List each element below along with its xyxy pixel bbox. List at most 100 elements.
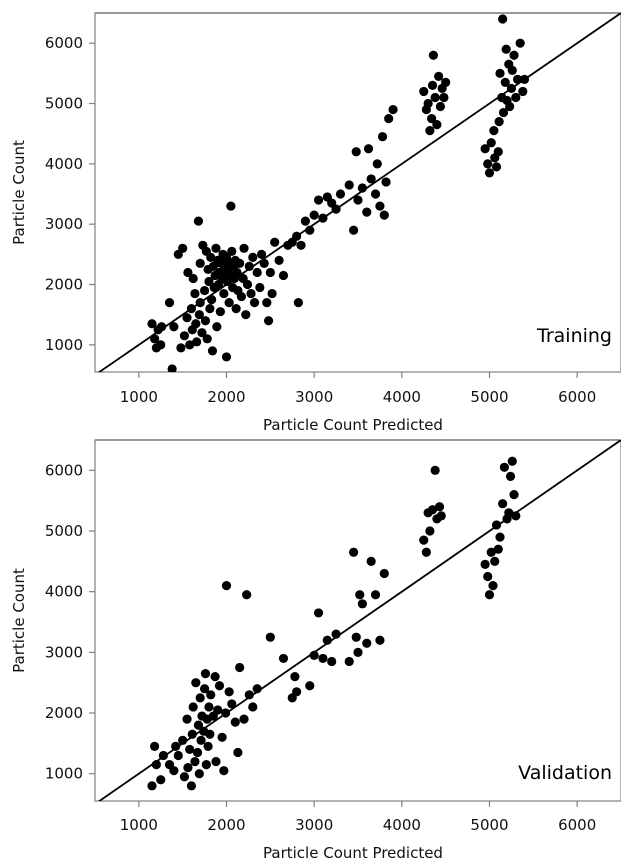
panel-label: Validation: [518, 762, 612, 784]
data-point: [355, 590, 365, 600]
data-point: [252, 267, 262, 278]
data-point: [507, 65, 517, 75]
data-point: [515, 38, 525, 48]
data-point: [235, 258, 245, 268]
data-point: [210, 672, 220, 682]
data-point: [480, 559, 490, 569]
data-point: [518, 86, 528, 97]
x-tick-label: 4000: [383, 388, 421, 406]
data-point: [265, 267, 275, 278]
data-point: [425, 126, 435, 136]
y-tick-label: 2000: [45, 704, 83, 722]
data-point: [244, 690, 254, 700]
data-point: [305, 225, 315, 235]
data-point: [183, 267, 193, 278]
data-point: [242, 279, 253, 290]
data-point: [214, 681, 225, 691]
data-point: [212, 322, 222, 332]
data-point: [195, 693, 205, 703]
data-point: [178, 243, 188, 253]
data-point: [236, 291, 247, 302]
data-point: [188, 273, 198, 284]
data-point: [190, 288, 200, 299]
data-point: [327, 656, 337, 667]
data-point: [193, 720, 204, 730]
y-tick-label: 3000: [45, 215, 83, 233]
data-point: [182, 313, 192, 323]
data-point: [349, 547, 359, 557]
data-point: [370, 590, 381, 600]
data-point: [488, 581, 498, 591]
data-point: [344, 656, 354, 667]
data-point: [300, 216, 310, 226]
y-tick-label: 6000: [45, 461, 83, 479]
data-point: [501, 44, 511, 54]
data-point: [495, 68, 505, 78]
data-point: [194, 310, 204, 320]
x-axis-title: Particle Count Predicted: [263, 844, 443, 862]
x-tick-label: 5000: [470, 388, 508, 406]
y-tick-label: 6000: [45, 34, 83, 52]
chart-panel-2: 1000 2000 3000 4000 5000 6000 1000 2000 3000 4000…: [10, 439, 621, 862]
data-point: [187, 729, 197, 739]
data-point: [265, 632, 275, 642]
data-point: [211, 756, 221, 767]
data-point: [204, 276, 214, 287]
y-axis-title: Particle Count: [10, 568, 28, 673]
data-point: [188, 702, 198, 712]
data-point: [322, 635, 332, 645]
data-point: [252, 684, 262, 694]
data-point: [381, 177, 391, 187]
data-point: [353, 647, 363, 657]
data-point: [256, 249, 267, 259]
data-point: [331, 629, 341, 639]
data-point: [509, 490, 519, 500]
data-point: [182, 714, 192, 724]
data-point: [195, 258, 205, 268]
data-point: [511, 92, 521, 103]
data-point: [191, 319, 201, 329]
data-point: [206, 690, 216, 700]
data-point: [224, 687, 234, 697]
data-point: [377, 132, 388, 142]
data-point: [158, 750, 168, 761]
data-point: [156, 775, 166, 785]
x-tick-label: 3000: [295, 388, 333, 406]
data-point: [150, 334, 160, 344]
data-point: [370, 189, 381, 199]
y-tick-label: 5000: [45, 95, 83, 113]
data-point: [178, 735, 188, 745]
data-point: [480, 144, 490, 154]
data-point: [353, 195, 363, 205]
data-point: [490, 556, 500, 566]
data-point: [357, 599, 367, 609]
data-point: [436, 511, 446, 521]
data-point: [509, 50, 519, 60]
data-point: [185, 340, 195, 350]
data-point: [335, 189, 346, 199]
y-tick-label: 1000: [45, 336, 83, 354]
scatter-points: [147, 14, 530, 372]
data-point: [221, 708, 231, 718]
data-point: [167, 364, 177, 372]
data-point: [430, 465, 440, 475]
data-point: [379, 210, 389, 220]
data-point: [203, 741, 213, 751]
data-point: [199, 285, 210, 296]
data-point: [242, 590, 252, 600]
data-point: [362, 638, 372, 648]
data-point: [432, 120, 442, 130]
data-point: [206, 294, 217, 305]
data-point: [498, 107, 509, 118]
data-point: [423, 98, 433, 109]
data-point: [489, 126, 499, 136]
x-tick-label: 6000: [558, 816, 596, 834]
x-tick-label: 2000: [207, 388, 245, 406]
data-point: [419, 535, 429, 545]
data-point: [505, 471, 516, 482]
data-point: [313, 608, 324, 618]
data-point: [419, 86, 429, 97]
data-point: [493, 544, 503, 554]
data-point: [388, 104, 398, 115]
data-point: [425, 526, 435, 536]
